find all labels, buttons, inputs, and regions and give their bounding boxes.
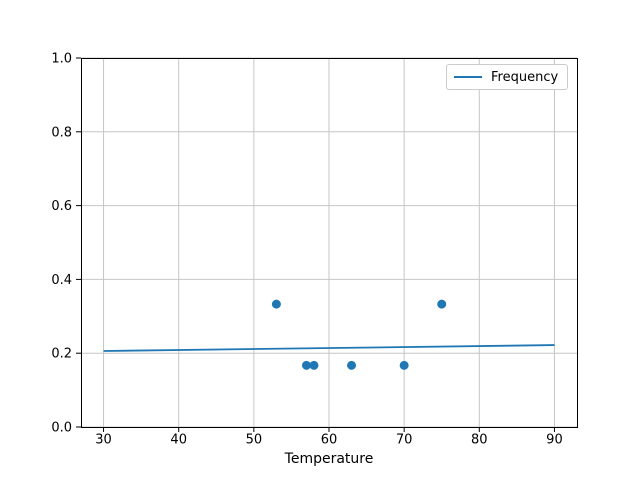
- x-axis-label: Temperature: [284, 451, 374, 467]
- y-tick-label: 0.6: [51, 199, 72, 214]
- legend-label: Frequency: [491, 69, 559, 85]
- y-tick-label: 0.4: [51, 273, 72, 288]
- scatter-point: [347, 360, 357, 370]
- x-tick-label: 80: [471, 433, 488, 448]
- x-tick-label: 40: [170, 433, 187, 448]
- x-tick-label: 70: [396, 433, 413, 448]
- scatter-point: [309, 360, 319, 370]
- scatter-point: [301, 360, 311, 370]
- x-tick-label: 60: [321, 433, 338, 448]
- y-tick-label: 0.0: [51, 421, 72, 436]
- x-tick-label: 50: [246, 433, 263, 448]
- legend: Frequency: [446, 64, 569, 90]
- scatter-point: [271, 299, 281, 309]
- scatter-point: [399, 360, 409, 370]
- y-tick-label: 0.8: [51, 125, 72, 140]
- x-tick-label: 90: [546, 433, 563, 448]
- x-tick-label: 30: [95, 433, 112, 448]
- scatter-point: [437, 299, 447, 309]
- y-tick-label: 1.0: [51, 52, 72, 67]
- legend-line-sample: [454, 76, 482, 78]
- line-series: [103, 344, 555, 352]
- y-tick-label: 0.2: [51, 347, 72, 362]
